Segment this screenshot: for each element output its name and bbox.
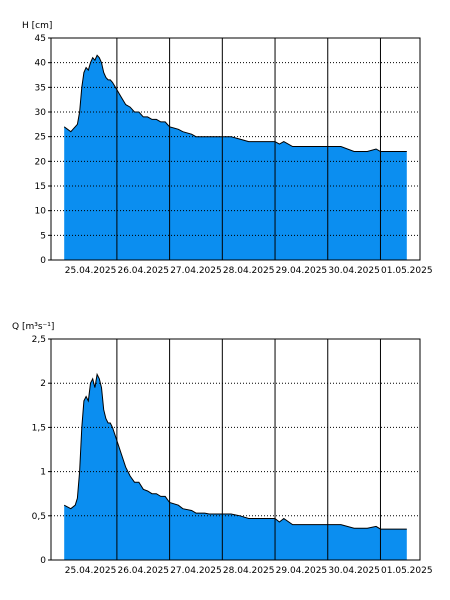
x-tick-label: 28.04.2025: [223, 266, 275, 276]
y-tick-label: 1: [40, 468, 46, 478]
y-tick-label: 2: [40, 379, 46, 389]
y-tick-label: 1,5: [32, 423, 46, 433]
series-area: [64, 55, 407, 260]
x-tick-label: 25.04.2025: [65, 266, 117, 276]
y-tick-label: 20: [35, 157, 47, 167]
y-tick-label: 45: [35, 34, 46, 44]
x-tick-label: 29.04.2025: [276, 566, 328, 576]
y-tick-label: 30: [35, 108, 47, 118]
y-tick-label: 0,5: [32, 512, 46, 522]
plot-frame: [50, 37, 421, 261]
x-tick-label: 25.04.2025: [65, 566, 117, 576]
series-line: [63, 54, 407, 152]
x-tick-label: 27.04.2025: [170, 566, 222, 576]
water-level-chart: H [cm] 0 5 10 15 20 25 30 35 40 45 25.04.2025 26.04.…: [22, 21, 433, 276]
y-axis-label: H [cm]: [22, 21, 52, 31]
x-tick-label: 28.04.2025: [223, 566, 275, 576]
y-tick-label: 5: [40, 231, 46, 241]
y-tick-label: 2,5: [32, 335, 46, 345]
series-line: [63, 372, 407, 530]
x-tick-label: 26.04.2025: [117, 566, 169, 576]
y-tick-label: 40: [35, 59, 47, 69]
x-tick-label: 27.04.2025: [170, 266, 222, 276]
y-tick-label: 0: [40, 256, 46, 266]
x-tick-label: 01.05.2025: [381, 266, 433, 276]
y-tick-label: 15: [35, 182, 46, 192]
x-tick-label: 26.04.2025: [117, 266, 169, 276]
y-tick-label: 25: [35, 133, 46, 143]
y-axis-label: Q [m³s⁻¹]: [12, 322, 54, 332]
discharge-chart: Q [m³s⁻¹] 0 0,5 1 1,5 2 2,5 25.04.2025 26.04.202…: [12, 322, 433, 576]
series-area: [64, 374, 407, 560]
y-tick-label: 10: [35, 207, 47, 217]
plot-frame: [50, 338, 421, 561]
y-tick-label: 35: [35, 83, 46, 93]
x-tick-label: 30.04.2025: [328, 266, 380, 276]
y-tick-label: 0: [40, 556, 46, 566]
x-tick-label: 30.04.2025: [328, 566, 380, 576]
x-tick-label: 01.05.2025: [381, 566, 433, 576]
x-tick-label: 29.04.2025: [276, 266, 328, 276]
